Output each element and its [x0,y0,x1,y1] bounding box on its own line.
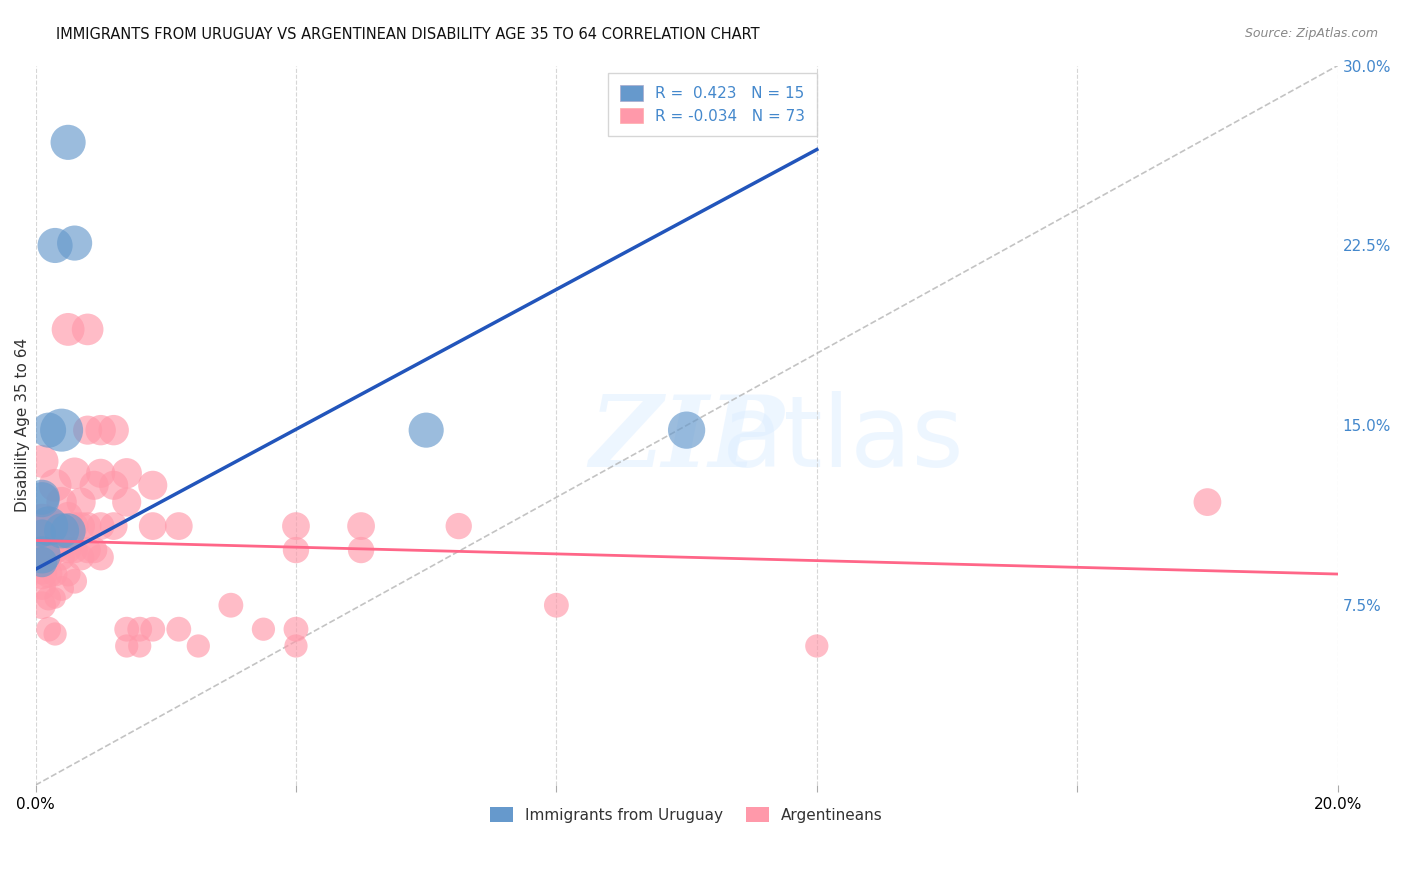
Legend: Immigrants from Uruguay, Argentineans: Immigrants from Uruguay, Argentineans [478,795,896,835]
Point [31,579,53,593]
Point [350,519,373,533]
Point [285,639,308,653]
Point [103,423,125,437]
Point [167,519,190,533]
Point [56,322,79,336]
Point [56,567,79,582]
Point [350,543,373,558]
Point [51,526,73,541]
Point [1197,495,1219,509]
Point [63,519,86,533]
Point [252,622,274,636]
Point [63,467,86,481]
Point [31,548,53,562]
Point [56,543,79,558]
Point [447,519,470,533]
Point [90,423,112,437]
Point [90,519,112,533]
Point [38,519,60,533]
Point [90,550,112,565]
Point [76,543,98,558]
Point [115,639,138,653]
Point [31,567,53,582]
Point [285,622,308,636]
Point [44,591,66,605]
Point [63,236,86,251]
Point [142,519,165,533]
Point [38,543,60,558]
Point [142,478,165,492]
Point [115,495,138,509]
Point [128,639,150,653]
Point [63,543,86,558]
Point [51,550,73,565]
Point [31,562,53,576]
Point [31,492,53,507]
Point [56,524,79,538]
Point [285,543,308,558]
Point [546,598,568,612]
Point [167,622,190,636]
Point [103,478,125,492]
Point [31,526,53,541]
Point [44,478,66,492]
Point [115,622,138,636]
Text: Source: ZipAtlas.com: Source: ZipAtlas.com [1244,27,1378,40]
Point [83,478,105,492]
Point [31,454,53,468]
Point [31,598,53,612]
Point [51,423,73,437]
Point [38,567,60,582]
Point [44,543,66,558]
Point [38,519,60,533]
Point [70,550,93,565]
Point [83,543,105,558]
Point [56,509,79,524]
Point [76,423,98,437]
Point [675,423,697,437]
Point [31,521,53,535]
Point [51,524,73,538]
Point [187,639,209,653]
Point [31,550,53,565]
Point [128,622,150,636]
Point [31,491,53,505]
Point [415,423,437,437]
Text: atlas: atlas [723,392,963,488]
Point [44,519,66,533]
Point [142,622,165,636]
Point [115,467,138,481]
Point [44,238,66,252]
Point [38,622,60,636]
Point [38,591,60,605]
Text: ZIP: ZIP [589,392,785,488]
Point [51,582,73,596]
Point [70,495,93,509]
Point [44,627,66,641]
Point [31,555,53,569]
Point [63,574,86,589]
Point [76,322,98,336]
Point [51,495,73,509]
Point [70,519,93,533]
Point [90,467,112,481]
Point [38,550,60,565]
Y-axis label: Disability Age 35 to 64: Disability Age 35 to 64 [15,338,30,512]
Point [76,519,98,533]
Point [806,639,828,653]
Point [285,519,308,533]
Point [44,567,66,582]
Point [38,423,60,437]
Point [103,519,125,533]
Point [31,543,53,558]
Point [56,136,79,150]
Text: IMMIGRANTS FROM URUGUAY VS ARGENTINEAN DISABILITY AGE 35 TO 64 CORRELATION CHART: IMMIGRANTS FROM URUGUAY VS ARGENTINEAN D… [56,27,759,42]
Point [219,598,242,612]
Point [31,514,53,528]
